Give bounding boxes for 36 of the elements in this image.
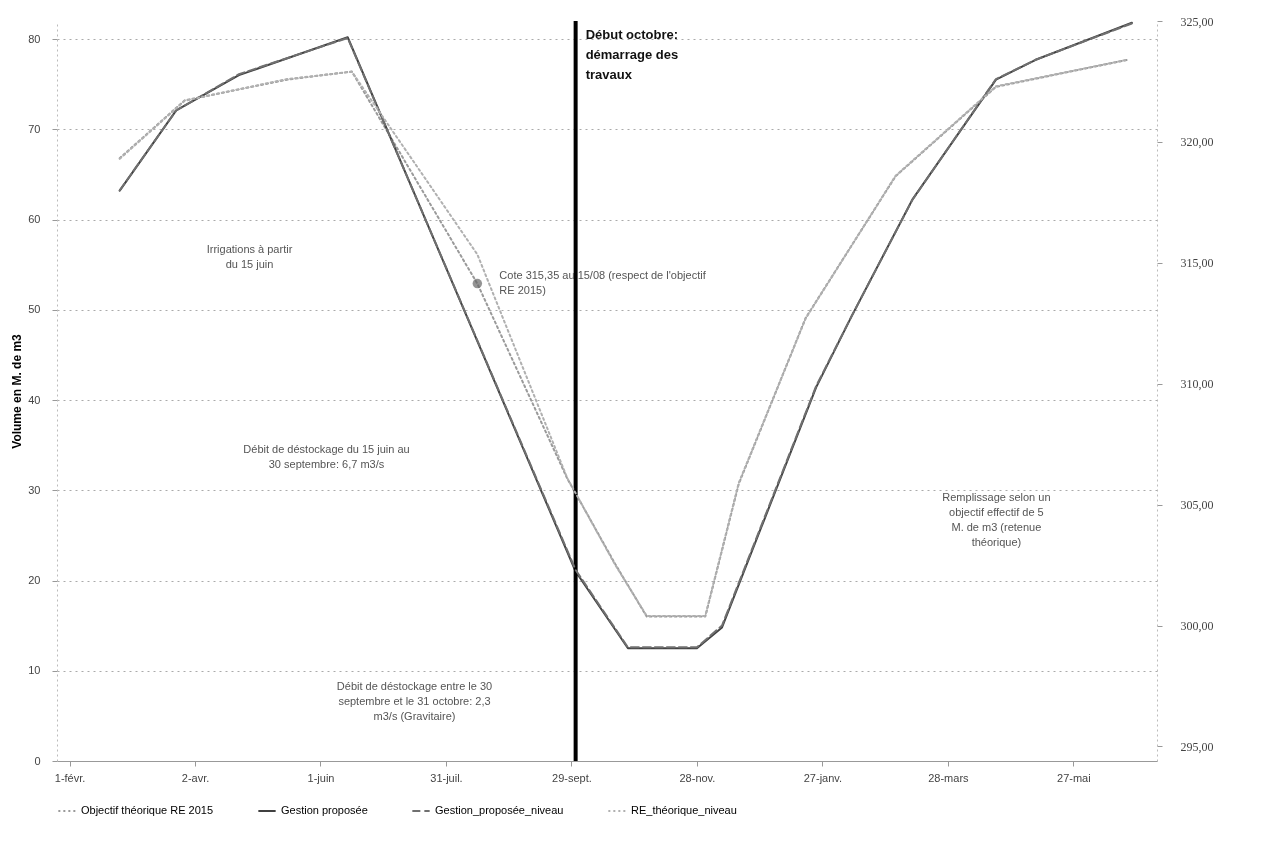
y-tick-label: 50 <box>28 303 41 316</box>
y2-tick-label: 310,00 <box>1180 377 1214 392</box>
legend-label: Gestion proposée <box>281 804 368 816</box>
annotation: Irrigations à partir du 15 juin <box>206 243 293 271</box>
y2-tick-label: 295,00 <box>1180 739 1214 754</box>
annotation: Remplissage selon un objectif effectif de 5 M. de m3 (retenue théorique) <box>942 491 1051 549</box>
y2-tick-label: 305,00 <box>1180 498 1214 513</box>
y-tick-label: 80 <box>28 32 41 45</box>
y-axis-title: Volume en M. de m3 <box>10 333 25 449</box>
x-tick-label: 1-juin <box>307 771 335 784</box>
x-tick-label: 31-juil. <box>430 771 463 784</box>
x-tick-label: 27-mai <box>1057 771 1091 784</box>
x-tick-label: 1-févr. <box>54 771 86 784</box>
legend-label: RE_théorique_niveau <box>631 804 737 816</box>
y2-tick-label: 320,00 <box>1180 135 1214 150</box>
y-tick-label: 40 <box>28 393 41 406</box>
y-tick-label: 0 <box>34 754 41 767</box>
y2-tick-label: 325,00 <box>1180 14 1214 29</box>
x-tick-label: 2-avr. <box>181 771 210 784</box>
x-tick-label: 28-mars <box>928 771 970 784</box>
annotation: Débit de déstockage du 15 juin au 30 septembre: 6,7 m3/s <box>243 443 410 471</box>
annotation: Cote 315,35 au 15/08 (respect de l'objectif RE 2015) <box>499 268 707 296</box>
y2-tick-label: 300,00 <box>1180 619 1214 634</box>
ref-line-label: Début octobre: démarrage des travaux <box>585 27 679 82</box>
x-tick-label: 28-nov. <box>679 771 716 784</box>
legend-label: Objectif théorique RE 2015 <box>81 804 214 816</box>
y-tick-label: 20 <box>28 574 41 587</box>
y-tick-label: 10 <box>28 664 41 677</box>
y-tick-label: 30 <box>28 483 41 496</box>
y-tick-label: 60 <box>28 213 41 226</box>
y2-tick-label: 315,00 <box>1180 256 1214 271</box>
annotation: Débit de déstockage entre le 30 septembre et le 31 octobre: 2,3 m3/s (Gravitaire) <box>336 680 493 722</box>
x-tick-label: 27-janv. <box>803 771 843 784</box>
legend-label: Gestion_proposée_niveau <box>435 804 564 816</box>
x-tick-label: 29-sept. <box>552 771 592 784</box>
y-tick-label: 70 <box>28 122 41 135</box>
